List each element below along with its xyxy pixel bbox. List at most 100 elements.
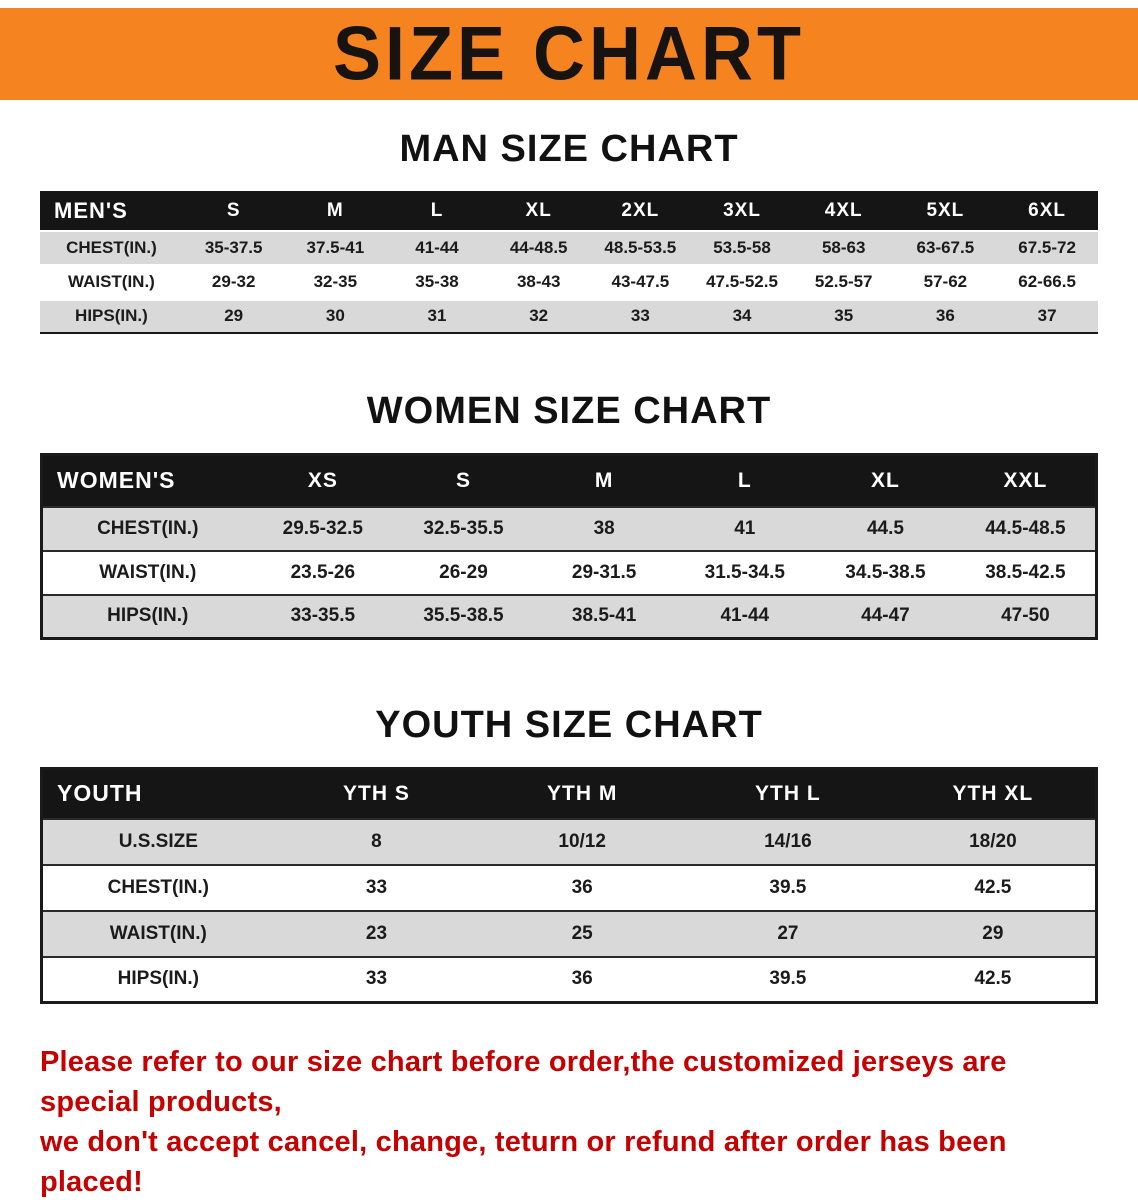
size-header-cell: 5XL xyxy=(894,191,997,231)
youth-section: YOUTH SIZE CHART YOUTH YTH S YTH M YTH L YTH… xyxy=(0,704,1138,1004)
value-cell: 33 xyxy=(365,968,388,990)
table-title-cell: MEN'S xyxy=(40,191,183,231)
value-cell: 36 xyxy=(571,968,593,990)
value-cell: 35 xyxy=(834,306,854,326)
table-row: HIPS(IN.) 29 30 31 32 33 34 35 36 37 xyxy=(40,299,1098,333)
value-cell: 23 xyxy=(365,922,388,944)
value-cell: 47-50 xyxy=(1001,605,1050,627)
value-cell: 37.5-41 xyxy=(306,237,365,257)
value-cell: 52.5-57 xyxy=(814,272,873,291)
value-cell: 27 xyxy=(777,922,799,944)
youth-section-heading: YOUTH SIZE CHART xyxy=(375,704,763,746)
row-label-cell: CHEST(IN.) xyxy=(107,876,209,898)
size-header-cell: XL xyxy=(815,454,956,507)
value-cell: 42.5 xyxy=(974,876,1012,898)
value-cell: 8 xyxy=(371,830,382,852)
value-cell: 57-62 xyxy=(923,272,968,291)
table-row: WAIST(IN.) 23 25 27 29 xyxy=(41,910,1097,957)
value-cell: 29-32 xyxy=(211,272,256,291)
row-label-cell: CHEST(IN.) xyxy=(66,237,157,257)
table-row: CHEST(IN.) 33 36 39.5 42.5 xyxy=(41,864,1097,911)
value-cell: 14/16 xyxy=(764,830,812,852)
table-row: CHEST(IN.) 29.5-32.5 32.5-35.5 38 41 44.5 44.5… xyxy=(41,506,1097,551)
value-cell: 38.5-41 xyxy=(571,605,637,627)
table-row: WAIST(IN.) 29-32 32-35 35-38 38-43 43-47.5 47.… xyxy=(40,265,1098,299)
value-cell: 31 xyxy=(427,306,447,326)
value-cell: 36 xyxy=(571,876,593,898)
value-cell: 58-63 xyxy=(821,237,866,257)
value-cell: 36 xyxy=(935,306,955,326)
women-size-table: WOMEN'S XS S M L XL XXL CHEST(IN.) 29.5-32.5 32.5… xyxy=(40,453,1098,640)
value-cell: 35.5-38.5 xyxy=(423,605,504,627)
value-cell: 41 xyxy=(734,517,756,539)
size-header-cell: L xyxy=(674,454,816,507)
value-cell: 44.5 xyxy=(866,517,904,539)
size-header-cell: M xyxy=(533,454,675,507)
women-section-heading: WOMEN SIZE CHART xyxy=(366,390,772,432)
value-cell: 35-37.5 xyxy=(204,237,263,257)
size-header-cell: YTH XL xyxy=(890,768,1097,819)
table-row: WAIST(IN.) 23.5-26 26-29 29-31.5 31.5-34.5 34… xyxy=(41,550,1097,595)
size-header-cell: XS xyxy=(252,454,394,507)
row-label-cell: WAIST(IN.) xyxy=(109,922,207,944)
value-cell: 39.5 xyxy=(769,968,807,990)
size-header-cell: L xyxy=(386,191,488,231)
table-title-cell: YOUTH xyxy=(41,768,274,819)
row-label-cell: HIPS(IN.) xyxy=(117,968,199,990)
value-cell: 38.5-42.5 xyxy=(985,561,1066,583)
size-header-cell: YTH S xyxy=(273,768,480,819)
disclaimer-line-1: Please refer to our size chart before or… xyxy=(40,1046,1007,1119)
value-cell: 44.5-48.5 xyxy=(985,517,1066,539)
value-cell: 44-48.5 xyxy=(509,237,568,257)
size-header-cell: S xyxy=(182,191,285,231)
table-header-row: YOUTH YTH S YTH M YTH L YTH XL xyxy=(41,768,1097,819)
value-cell: 63-67.5 xyxy=(916,237,975,257)
value-cell: 33 xyxy=(630,306,650,326)
table-row: HIPS(IN.) 33 36 39.5 42.5 xyxy=(41,956,1097,1003)
size-header-cell: XL xyxy=(487,191,590,231)
size-header-cell: 2XL xyxy=(589,191,692,231)
value-cell: 32.5-35.5 xyxy=(423,517,504,539)
table-row: U.S.SIZE 8 10/12 14/16 18/20 xyxy=(41,818,1097,865)
value-cell: 35-38 xyxy=(415,272,459,291)
page-title: SIZE CHART xyxy=(333,11,805,97)
value-cell: 31.5-34.5 xyxy=(704,561,785,583)
value-cell: 39.5 xyxy=(769,876,807,898)
value-cell: 33-35.5 xyxy=(290,605,356,627)
table-header-row: WOMEN'S XS S M L XL XXL xyxy=(41,454,1097,507)
value-cell: 43-47.5 xyxy=(611,272,670,291)
row-label-cell: CHEST(IN.) xyxy=(97,517,199,539)
value-cell: 34.5-38.5 xyxy=(845,561,926,583)
row-label-cell: WAIST(IN.) xyxy=(67,272,155,291)
value-cell: 47.5-52.5 xyxy=(706,272,778,291)
row-label-cell: HIPS(IN.) xyxy=(107,605,189,627)
table-title-cell: WOMEN'S xyxy=(41,454,253,507)
value-cell: 29 xyxy=(982,922,1004,944)
value-cell: 25 xyxy=(571,922,593,944)
size-header-cell: XXL xyxy=(955,454,1097,507)
table-row: HIPS(IN.) 33-35.5 35.5-38.5 38.5-41 41-44 44-… xyxy=(41,594,1097,639)
value-cell: 67.5-72 xyxy=(1018,237,1076,257)
women-section: WOMEN SIZE CHART WOMEN'S XS S M L XL XXL CHEST(… xyxy=(0,390,1138,640)
size-header-cell: YTH L xyxy=(685,768,891,819)
size-header-cell: YTH M xyxy=(479,768,686,819)
size-header-cell: M xyxy=(284,191,387,231)
size-header-cell: 3XL xyxy=(691,191,793,231)
value-cell: 38-43 xyxy=(516,272,561,291)
size-header-cell: 4XL xyxy=(792,191,895,231)
value-cell: 38 xyxy=(593,517,615,539)
youth-size-table: YOUTH YTH S YTH M YTH L YTH XL U.S.SIZE 8 10/12… xyxy=(40,767,1098,1004)
value-cell: 29 xyxy=(224,306,244,326)
disclaimer-note: Please refer to our size chart before or… xyxy=(40,1042,1108,1202)
value-cell: 42.5 xyxy=(974,968,1012,990)
value-cell: 33 xyxy=(365,876,388,898)
value-cell: 30 xyxy=(325,306,345,326)
men-section: MAN SIZE CHART MEN'S S M L XL 2XL 3XL 4XL 5XL 6XL… xyxy=(0,128,1138,334)
row-label-cell: U.S.SIZE xyxy=(118,830,198,852)
value-cell: 41-44 xyxy=(415,237,459,257)
row-label-cell: HIPS(IN.) xyxy=(75,306,148,326)
value-cell: 32 xyxy=(529,306,549,326)
value-cell: 23.5-26 xyxy=(290,561,356,583)
value-cell: 37 xyxy=(1037,306,1057,326)
size-header-cell: 6XL xyxy=(996,191,1098,231)
